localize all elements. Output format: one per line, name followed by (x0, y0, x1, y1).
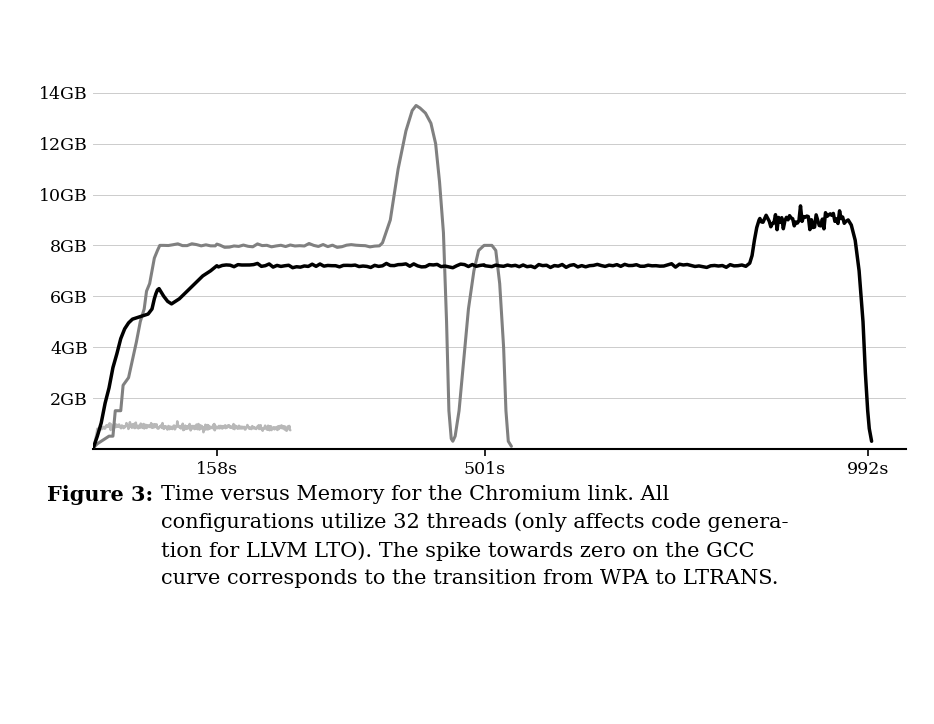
Text: Time versus Memory for the Chromium link. All
configurations utilize 32 threads : Time versus Memory for the Chromium link… (162, 485, 789, 588)
Legend: GCC LTO, ThinLTO, LLVM LTO: GCC LTO, ThinLTO, LLVM LTO (95, 0, 674, 10)
Text: Figure 3:: Figure 3: (47, 485, 153, 505)
